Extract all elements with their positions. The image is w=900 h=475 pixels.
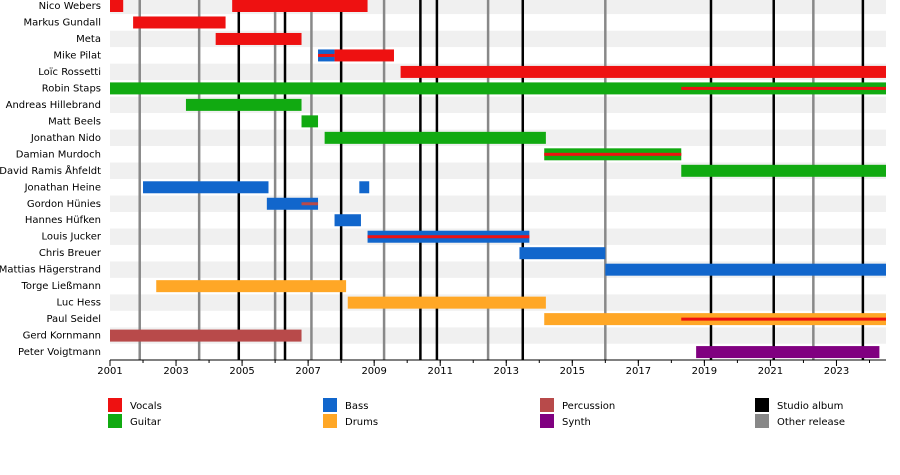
row-band	[110, 146, 886, 163]
row-band	[110, 14, 886, 31]
role-bar	[232, 0, 368, 12]
role-bar	[133, 16, 226, 29]
member-label: Luc Hess	[56, 298, 101, 309]
role-bar	[400, 65, 886, 78]
member-label: Chris Breuer	[39, 248, 102, 259]
member-label: Meta	[76, 34, 101, 45]
x-tick-label: 2023	[824, 366, 849, 377]
role-stripe	[301, 202, 319, 206]
role-bar	[185, 98, 302, 111]
legend-swatch	[323, 398, 337, 412]
member-label: Robin Staps	[42, 83, 101, 94]
member-label: Jonathan Nido	[30, 133, 101, 144]
member-label: Gordon Hünies	[27, 199, 101, 210]
member-label: Torge Ließmann	[21, 281, 102, 292]
row-band	[110, 179, 886, 196]
member-label: Mike Pilat	[53, 50, 101, 61]
legend-swatch	[755, 398, 769, 412]
legend-label: Drums	[345, 417, 378, 428]
role-bar	[605, 263, 886, 276]
member-label: Peter Voigtmann	[18, 347, 101, 358]
row-band	[110, 327, 886, 344]
member-label: Paul Seidel	[46, 314, 101, 325]
legend-label: Other release	[777, 417, 845, 428]
role-stripe	[544, 152, 682, 156]
member-label: Louis Jucker	[41, 232, 101, 243]
legend-label: Bass	[345, 401, 368, 412]
legend-swatch	[323, 414, 337, 428]
x-tick-label: 2005	[229, 366, 254, 377]
member-label: Mattias Hägerstrand	[0, 265, 101, 276]
row-band	[110, 47, 886, 64]
member-label: Hannes Hüfken	[25, 215, 101, 226]
legend-label: Vocals	[130, 401, 162, 412]
row-band	[110, 113, 886, 130]
role-stripe	[318, 53, 335, 57]
row-band	[110, 0, 886, 15]
member-label: Nico Webers	[39, 1, 101, 12]
member-label: Damian Murdoch	[16, 149, 101, 160]
role-bar	[110, 329, 302, 342]
role-bar	[143, 181, 269, 194]
legend-swatch	[108, 414, 122, 428]
role-bar	[110, 0, 124, 12]
x-tick-label: 2015	[560, 366, 585, 377]
legend-label: Guitar	[130, 417, 162, 428]
role-bar	[215, 32, 302, 45]
legend-label: Percussion	[562, 401, 615, 412]
role-stripe	[681, 86, 886, 90]
member-label: Andreas Hillebrand	[6, 100, 101, 111]
row-band	[110, 96, 886, 114]
legend-label: Synth	[562, 417, 591, 428]
role-bar	[301, 115, 319, 128]
x-tick-label: 2017	[626, 366, 651, 377]
role-bar	[156, 280, 347, 293]
x-tick-label: 2019	[692, 366, 717, 377]
x-tick-label: 2001	[97, 366, 122, 377]
member-label: David Ramis Åhfeldt	[0, 164, 101, 177]
role-bar	[696, 346, 880, 359]
role-bar	[110, 82, 886, 95]
x-tick-label: 2007	[295, 366, 320, 377]
x-tick-label: 2011	[427, 366, 452, 377]
member-label: Matt Beels	[48, 116, 101, 127]
legend-swatch	[108, 398, 122, 412]
role-bar	[519, 247, 606, 260]
row-band	[110, 195, 886, 212]
legend-label: Studio album	[777, 401, 843, 412]
member-label: Jonathan Heine	[24, 182, 101, 193]
role-bar	[681, 164, 886, 177]
role-bar	[334, 214, 361, 227]
x-tick-label: 2021	[758, 366, 783, 377]
role-bar	[334, 49, 394, 62]
row-band	[110, 30, 886, 48]
role-bar	[324, 131, 546, 144]
row-band	[110, 244, 886, 262]
role-bar	[347, 296, 546, 309]
x-tick-label: 2003	[163, 366, 188, 377]
member-label: Gerd Kornmann	[23, 331, 101, 342]
x-tick-label: 2013	[494, 366, 519, 377]
row-band	[110, 343, 886, 361]
legend-swatch	[540, 398, 554, 412]
role-bar	[266, 197, 319, 210]
x-tick-label: 2009	[361, 366, 386, 377]
member-label: Markus Gundall	[23, 17, 101, 28]
role-stripe	[367, 235, 530, 239]
row-band	[110, 212, 886, 229]
legend-swatch	[540, 414, 554, 428]
role-bar	[359, 181, 370, 194]
role-stripe	[681, 317, 886, 321]
member-label: Loïc Rossetti	[38, 67, 101, 78]
legend-swatch	[755, 414, 769, 428]
